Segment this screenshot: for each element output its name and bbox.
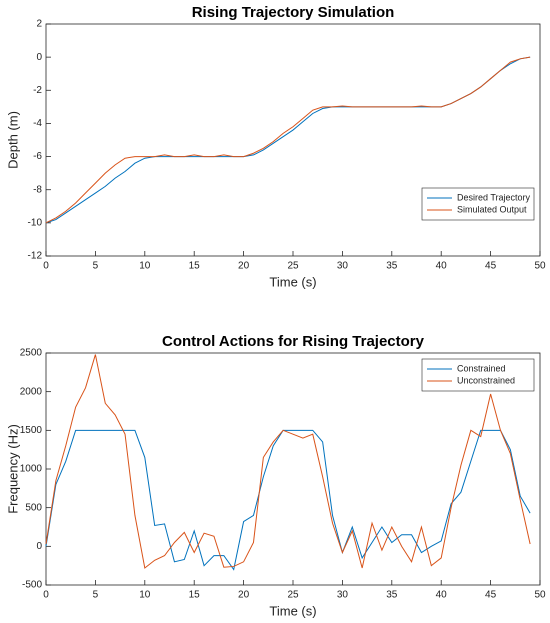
y-tick-label: 1000 [20,464,43,475]
series-line [45,56,531,224]
x-tick-label: 35 [386,590,398,601]
y-tick-label: -8 [33,184,42,195]
y-axis-label: Frequency (Hz) [5,424,20,514]
x-tick-label: 25 [287,261,299,272]
x-tick-label: 5 [93,590,99,601]
x-tick-label: 0 [43,261,49,272]
x-tick-label: 20 [238,590,250,601]
y-tick-label: -12 [28,251,43,262]
y-tick-label: 1500 [20,425,43,436]
x-axis-label: Time (s) [269,603,316,618]
x-tick-label: 40 [436,590,448,601]
plot-area [45,23,541,257]
x-tick-label: 20 [238,261,250,272]
y-tick-label: 2500 [20,348,43,359]
y-axis-label: Depth (m) [5,111,20,169]
y-tick-label: -4 [33,118,42,129]
x-tick-label: 40 [436,261,448,272]
legend-box [421,187,535,221]
x-tick-label: 10 [139,261,151,272]
y-tick-label: -10 [28,217,43,228]
y-tick-label: 0 [36,541,42,552]
legend-label: Desired Trajectory [457,192,531,202]
x-tick-label: 5 [93,261,99,272]
x-tick-label: 15 [189,590,201,601]
x-tick-label: 50 [534,261,546,272]
legend-label: Constrained [457,363,506,373]
x-tick-label: 15 [189,261,201,272]
y-tick-label: 2 [36,19,42,30]
x-tick-label: 45 [485,590,497,601]
x-tick-label: 10 [139,590,151,601]
y-tick-label: 0 [36,52,42,63]
legend-box [421,358,535,392]
legend-label: Unconstrained [457,375,515,385]
y-tick-label: 2000 [20,386,43,397]
y-tick-label: -6 [33,151,42,162]
series-line [45,429,531,571]
y-tick-label: -2 [33,85,42,96]
chart-title: Rising Trajectory Simulation [192,4,395,21]
y-tick-label: 500 [25,502,42,513]
series-line [45,354,531,569]
plot-area [45,352,541,586]
legend-label: Simulated Output [457,204,527,214]
x-tick-label: 25 [287,590,299,601]
chart-title: Control Actions for Rising Trajectory [162,333,425,350]
x-tick-label: 30 [337,590,349,601]
x-tick-label: 0 [43,590,49,601]
x-tick-label: 30 [337,261,349,272]
x-axis-label: Time (s) [269,274,316,289]
x-tick-label: 50 [534,590,546,601]
x-tick-label: 45 [485,261,497,272]
y-tick-label: -500 [22,580,42,591]
x-tick-label: 35 [386,261,398,272]
